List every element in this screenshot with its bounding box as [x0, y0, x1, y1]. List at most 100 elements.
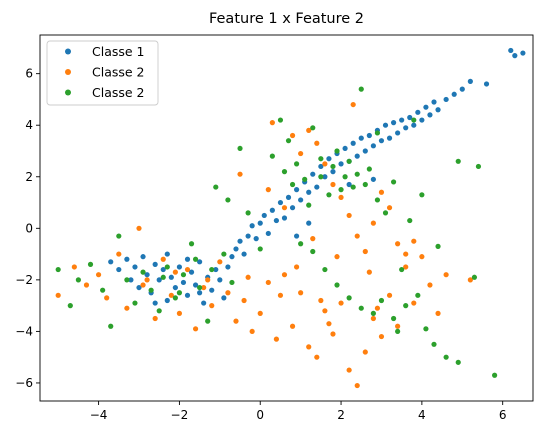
data-point-series-3 [285, 138, 292, 144]
data-point-series-1 [407, 114, 413, 121]
data-point-series-2 [209, 303, 215, 309]
data-point-series-1 [459, 86, 465, 92]
data-point-series-3 [116, 233, 122, 239]
data-point-series-3 [330, 163, 336, 170]
data-point-series-1 [378, 138, 385, 144]
data-points [55, 47, 526, 389]
data-point-series-1 [415, 109, 421, 115]
data-point-series-1 [197, 259, 203, 265]
data-point-series-3 [346, 158, 352, 164]
data-point-series-2 [378, 333, 385, 340]
data-point-series-3 [374, 130, 381, 136]
data-point-series-1 [124, 256, 130, 262]
data-point-series-1 [140, 254, 146, 260]
data-point-series-1 [350, 140, 356, 146]
data-point-series-2 [370, 315, 376, 322]
data-point-series-2 [310, 236, 316, 242]
data-point-series-1 [318, 163, 324, 170]
data-point-series-3 [310, 248, 316, 255]
data-point-series-2 [326, 321, 332, 327]
data-point-series-2 [237, 171, 243, 177]
data-point-series-2 [95, 272, 102, 278]
data-point-series-3 [100, 287, 106, 293]
data-point-series-1 [390, 120, 397, 126]
data-point-series-3 [209, 266, 215, 273]
data-point-series-2 [386, 205, 393, 211]
data-point-series-2 [334, 254, 340, 260]
data-point-series-3 [257, 246, 263, 252]
data-point-series-1 [431, 99, 437, 105]
data-point-series-1 [285, 194, 292, 200]
chart-title: Feature 1 x Feature 2 [209, 11, 364, 27]
data-point-series-1 [184, 256, 191, 262]
data-point-series-3 [471, 274, 478, 280]
data-point-series-2 [184, 266, 191, 273]
data-point-series-3 [237, 145, 243, 152]
data-point-series-1 [184, 292, 191, 298]
data-point-series-3 [160, 274, 166, 280]
data-point-series-3 [334, 148, 340, 154]
data-point-series-2 [124, 305, 130, 311]
data-point-series-2 [330, 331, 336, 337]
y-tick-label: −4 [15, 324, 33, 338]
data-point-series-2 [289, 132, 296, 139]
data-point-series-1 [225, 264, 231, 270]
data-point-series-2 [298, 290, 304, 296]
data-point-series-1 [164, 251, 170, 257]
data-point-series-3 [108, 323, 114, 329]
data-point-series-2 [362, 248, 368, 255]
data-point-series-1 [382, 122, 389, 128]
data-point-series-2 [277, 292, 284, 298]
data-point-series-3 [164, 264, 170, 270]
data-point-series-2 [318, 297, 324, 304]
data-point-series-2 [411, 238, 417, 244]
legend-marker-classe-2-green [65, 89, 71, 96]
data-point-series-1 [168, 274, 174, 280]
data-point-series-3 [338, 187, 344, 193]
data-point-series-2 [245, 274, 251, 280]
data-point-series-2 [330, 181, 336, 188]
data-point-series-3 [350, 184, 356, 190]
data-point-series-3 [358, 305, 364, 311]
data-point-series-1 [128, 277, 134, 283]
data-point-series-3 [411, 117, 417, 123]
data-point-series-3 [407, 217, 413, 224]
data-point-series-3 [55, 266, 61, 273]
y-tick-label: 2 [25, 170, 33, 184]
data-point-series-1 [342, 145, 348, 152]
data-point-series-1 [423, 104, 429, 110]
data-point-series-3 [87, 261, 94, 267]
data-point-series-1 [508, 47, 514, 54]
data-point-series-2 [314, 354, 320, 360]
data-point-series-1 [277, 199, 284, 206]
legend-label-classe-2-green: Classe 2 [92, 85, 145, 100]
data-point-series-2 [265, 187, 271, 193]
data-point-series-2 [354, 233, 360, 239]
data-point-series-3 [492, 372, 498, 378]
legend-label-classe-2-orange: Classe 2 [92, 65, 145, 80]
data-point-series-3 [475, 163, 482, 170]
data-point-series-1 [386, 135, 393, 141]
data-point-series-3 [197, 284, 203, 291]
axes-frame [39, 34, 534, 402]
data-point-series-1 [358, 135, 364, 141]
data-point-series-2 [314, 140, 320, 146]
data-point-series-1 [294, 233, 300, 239]
x-tick-label: 6 [499, 408, 507, 422]
data-point-series-2 [395, 241, 401, 247]
data-point-series-3 [431, 341, 437, 347]
data-point-series-3 [306, 202, 312, 208]
data-point-series-1 [370, 176, 376, 182]
data-point-series-3 [298, 241, 304, 247]
data-point-series-1 [241, 251, 247, 257]
data-point-series-1 [273, 217, 279, 224]
data-point-series-2 [281, 205, 288, 211]
x-tick-label: −4 [90, 408, 108, 422]
data-point-series-1 [395, 130, 401, 136]
data-point-series-3 [277, 117, 284, 123]
data-point-series-1 [269, 207, 275, 213]
data-point-series-2 [403, 251, 409, 257]
data-point-series-2 [289, 323, 296, 329]
data-point-series-3 [415, 292, 421, 298]
